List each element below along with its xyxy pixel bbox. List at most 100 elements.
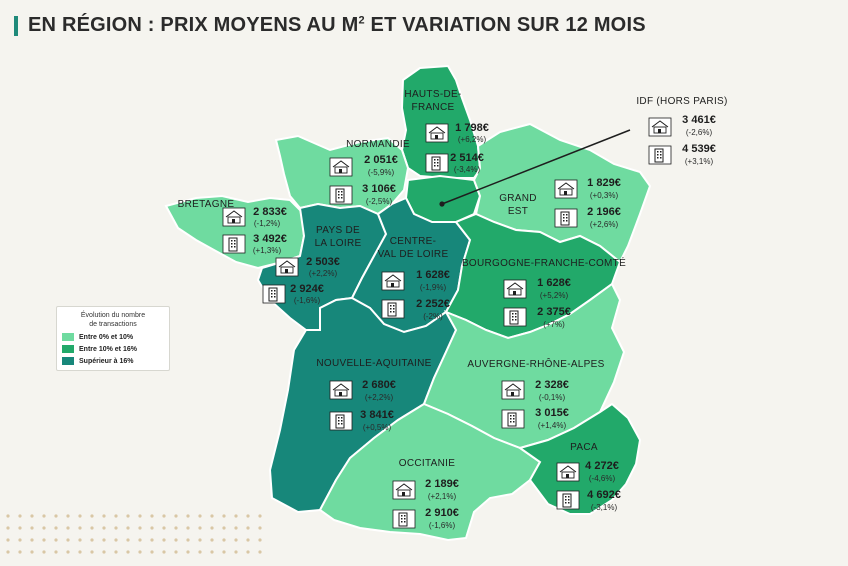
idf-callout-line (441, 129, 631, 205)
occitanie-apt-price: 2 910€ (425, 507, 459, 519)
house-icon (556, 462, 580, 482)
hdf-name-2: FRANCE (412, 102, 455, 113)
house-icon (222, 207, 246, 227)
decorative-dot (258, 538, 262, 542)
decorative-dot (198, 514, 202, 518)
bretagne-house-price: 2 833€ (253, 206, 287, 218)
cvl-apt-var: (-2%) (423, 312, 443, 321)
decorative-dot (126, 538, 130, 542)
decorative-dot (90, 526, 94, 530)
decorative-dot (18, 514, 22, 518)
decorative-dot (198, 550, 202, 554)
decorative-dot (78, 550, 82, 554)
paca-apt-var: (-3,1%) (591, 503, 618, 512)
idf-apt-price: 4 539€ (682, 143, 716, 155)
decorative-dot (258, 550, 262, 554)
decorative-dot (186, 538, 190, 542)
apartment-icon (501, 409, 525, 429)
house-icon (554, 179, 578, 199)
occitanie-house-var: (+2,1%) (428, 492, 457, 501)
normandie-apt-price: 3 106€ (362, 183, 396, 195)
na-house-price: 2 680€ (362, 379, 396, 391)
ara-house-price: 2 328€ (535, 379, 569, 391)
title-accent-bar (14, 15, 18, 36)
cvl-house-price: 1 628€ (416, 269, 450, 281)
decorative-dot (18, 538, 22, 542)
ara-name: AUVERGNE-RHÔNE-ALPES (467, 357, 604, 370)
decorative-dot (222, 550, 226, 554)
decorative-dot (234, 538, 238, 542)
decorative-dot (42, 538, 46, 542)
na-name: NOUVELLE-AQUITAINE (316, 358, 431, 369)
decorative-dot (30, 526, 34, 530)
legend-label: Supérieur à 16% (79, 357, 134, 365)
house-icon (392, 480, 416, 500)
apartment-icon (425, 153, 449, 173)
bretagne-name: BRETAGNE (178, 199, 235, 210)
decorative-dot (150, 526, 154, 530)
decorative-dot (246, 514, 250, 518)
decorative-dot (102, 514, 106, 518)
decorative-dot (90, 514, 94, 518)
na-house-var: (+2,2%) (365, 393, 394, 402)
hdf-name-1: HAUTS-DE- (404, 89, 461, 100)
decorative-dot (42, 526, 46, 530)
normandie-house-var: (-5,9%) (368, 168, 395, 177)
decorative-dot (30, 538, 34, 542)
decorative-dot (6, 538, 10, 542)
decorative-dot (30, 550, 34, 554)
decorative-dot (102, 526, 106, 530)
decorative-dot (42, 550, 46, 554)
region-occitanie[interactable] (318, 402, 542, 542)
decorative-dot (222, 526, 226, 530)
idf-callout-dot (439, 201, 445, 207)
house-icon (381, 271, 405, 291)
paca-name: PACA (570, 442, 598, 453)
pdl-apt-price: 2 924€ (290, 283, 324, 295)
decorative-dot (174, 550, 178, 554)
decorative-dot (138, 538, 142, 542)
decorative-dot (126, 514, 130, 518)
bretagne-apt-price: 3 492€ (253, 233, 287, 245)
apartment-icon (556, 490, 580, 510)
normandie-house-price: 2 051€ (364, 154, 398, 166)
na-apt-var: (+0,5%) (363, 423, 392, 432)
apartment-icon (648, 145, 672, 165)
grandest-name-2: EST (508, 206, 528, 217)
decorative-dot (210, 550, 214, 554)
decorative-dot (114, 538, 118, 542)
pdl-house-var: (+2,2%) (309, 269, 338, 278)
apartment-icon (222, 234, 246, 254)
decorative-dot (210, 526, 214, 530)
pdl-house-price: 2 503€ (306, 256, 340, 268)
region-paca[interactable] (517, 402, 642, 515)
decorative-dot (150, 514, 154, 518)
paca-house-var: (-4,6%) (589, 474, 616, 483)
bfc-apt-var: (+7%) (543, 320, 565, 329)
house-icon (275, 257, 299, 277)
apartment-icon (381, 299, 405, 319)
decorative-dot (162, 538, 166, 542)
decorative-dot (162, 514, 166, 518)
bretagne-apt-var: (+1,3%) (253, 246, 282, 255)
decorative-dot (258, 526, 262, 530)
decorative-dot (246, 526, 250, 530)
decorative-dot (138, 550, 142, 554)
ara-apt-var: (+1,4%) (538, 421, 567, 430)
title-superscript: 2 (358, 14, 365, 27)
decorative-dot (162, 550, 166, 554)
decorative-dot (222, 538, 226, 542)
legend-item: Supérieur à 16% (62, 357, 164, 365)
decorative-dot (150, 538, 154, 542)
decorative-dot (66, 538, 70, 542)
paca-apt-price: 4 692€ (587, 489, 621, 501)
decorative-dot (126, 550, 130, 554)
decorative-dot (78, 514, 82, 518)
grandest-house-var: (+0,3%) (590, 191, 619, 200)
decorative-dot (210, 538, 214, 542)
bfc-name: BOURGOGNE-FRANCHE-COMTÉ (462, 256, 626, 269)
decorative-dot (138, 514, 142, 518)
decorative-dot (186, 550, 190, 554)
legend-swatch-dark (62, 357, 74, 365)
decorative-dot (234, 514, 238, 518)
